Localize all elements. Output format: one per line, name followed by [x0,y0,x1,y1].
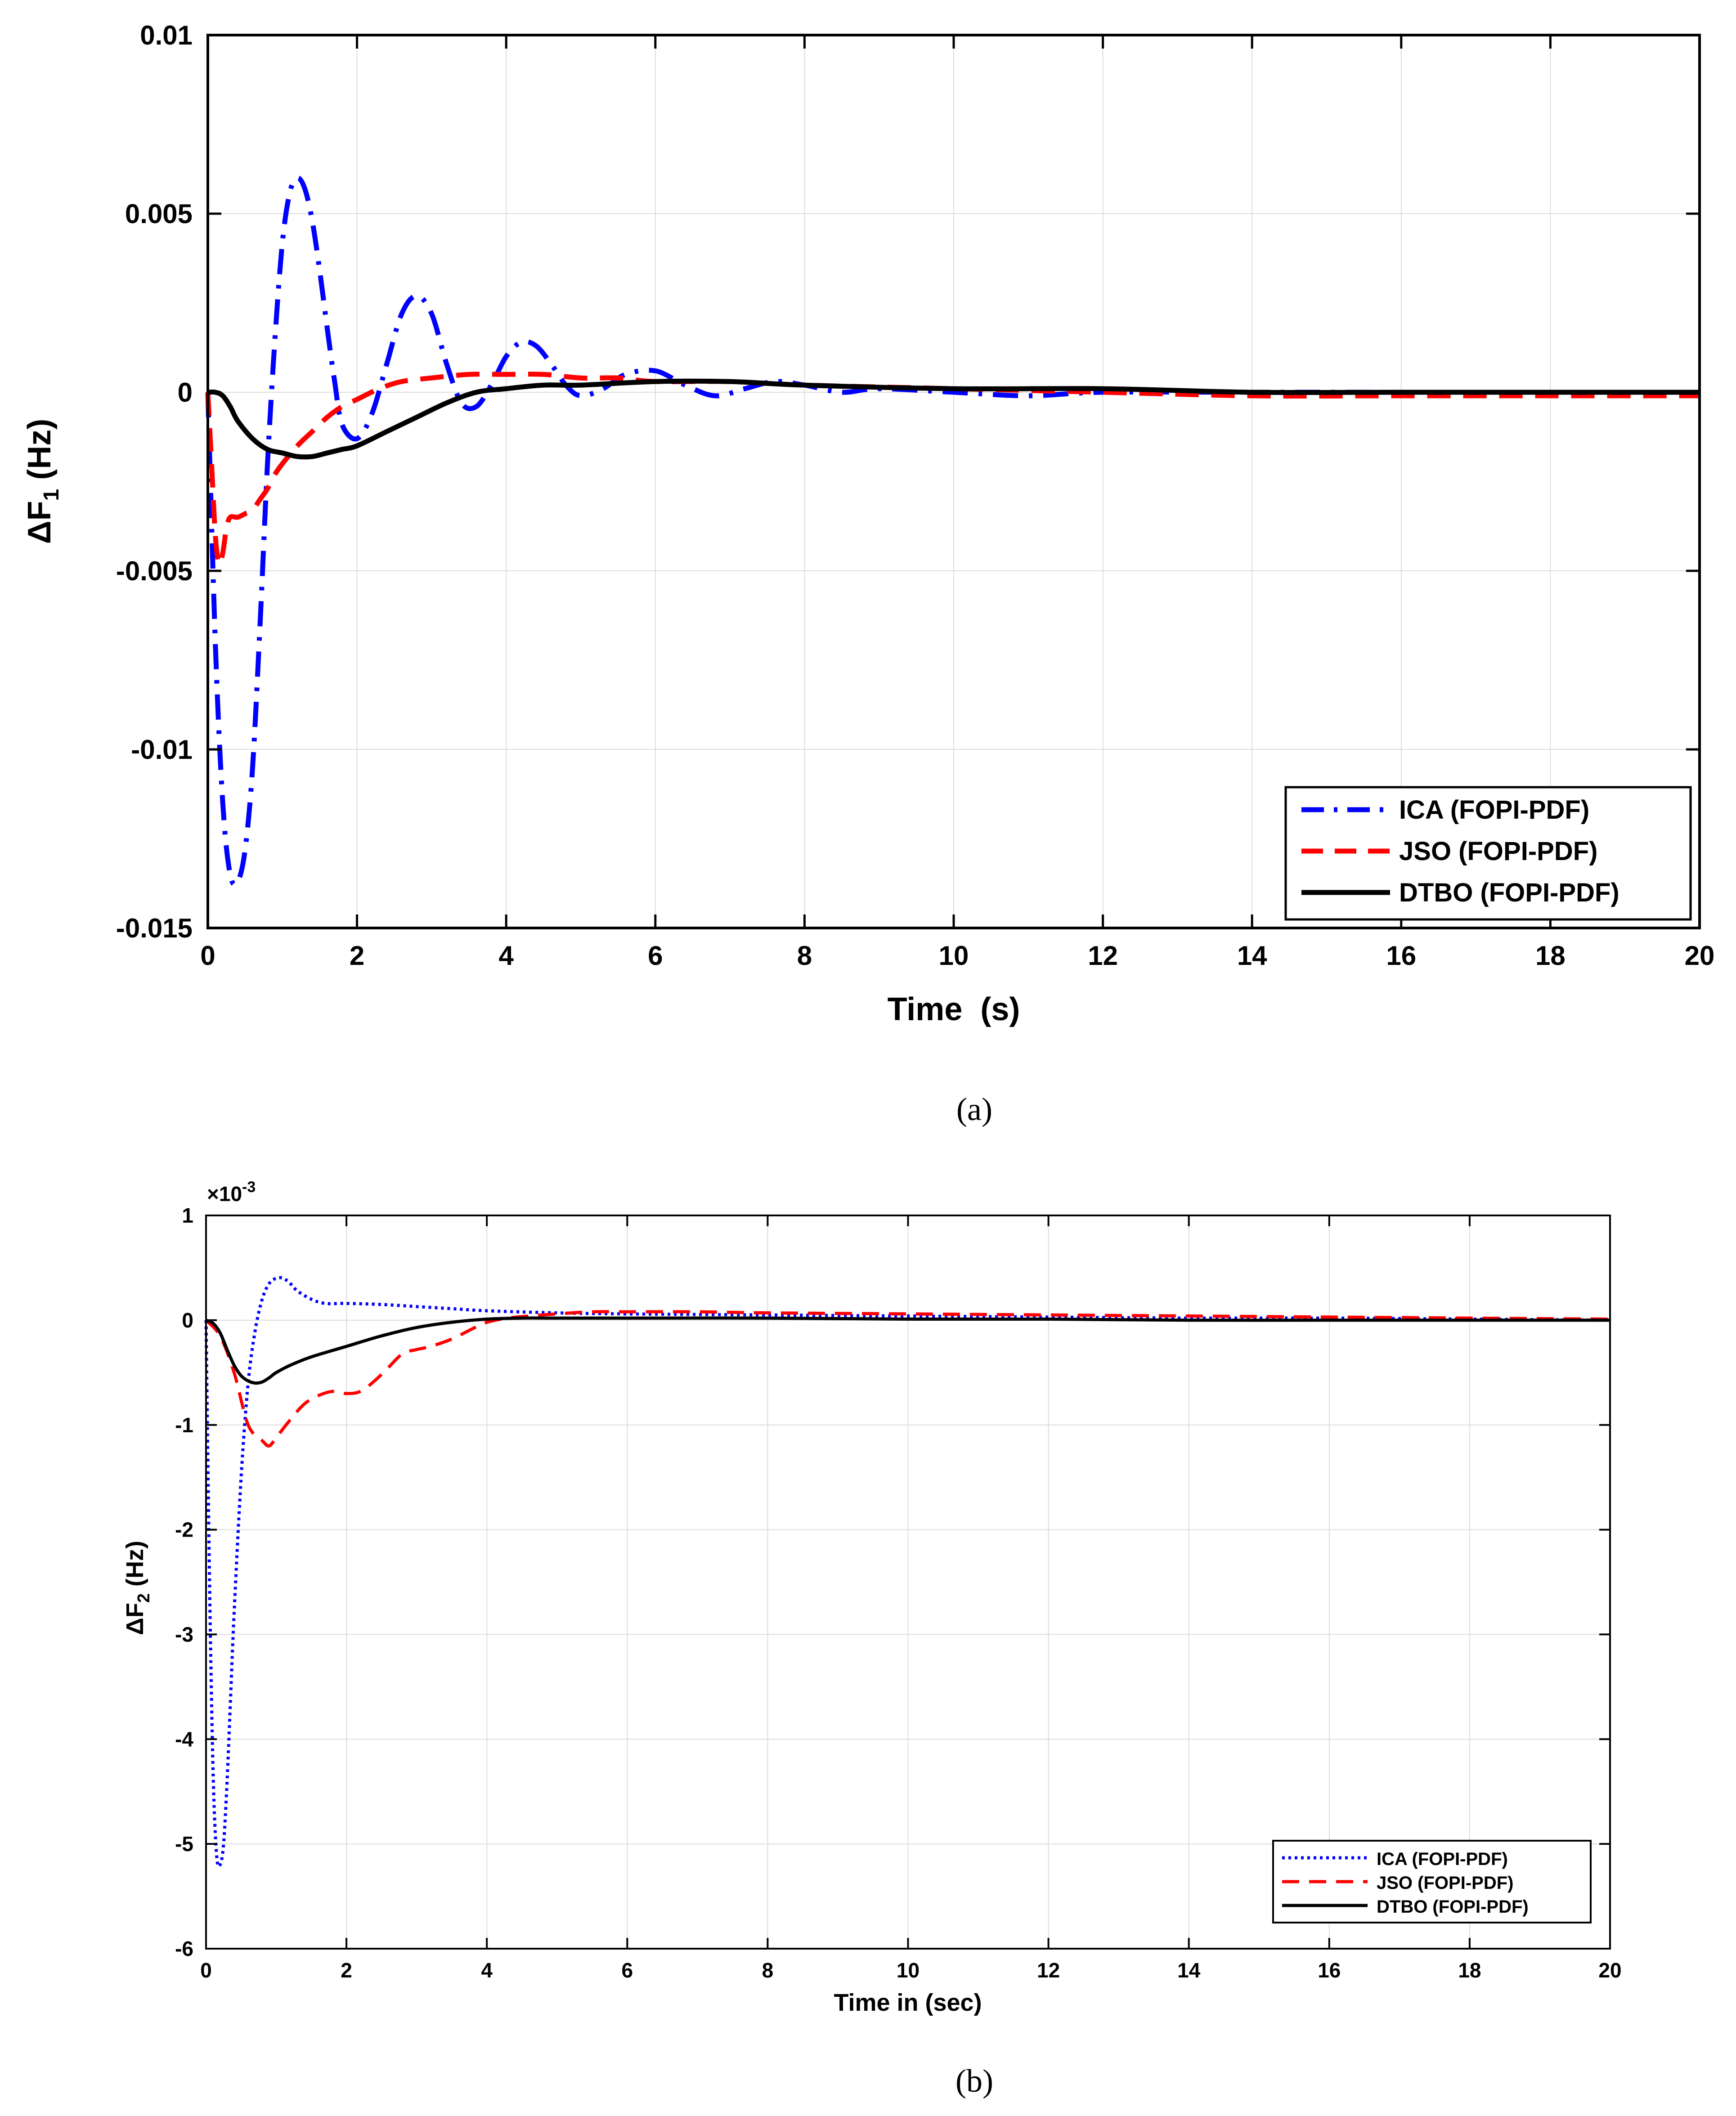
chart-a-series [205,175,1700,887]
chart-b-y-tick-label: 1 [182,1204,193,1227]
chart-a-x-axis-label: Time (s) [888,991,1020,1027]
chart-a-x-tick-label: 10 [939,941,969,971]
chart-a-series-ica [205,175,1700,887]
chart-b-y-tick-label: -1 [175,1413,193,1437]
chart-b-y-tick-label: -4 [175,1727,193,1751]
chart-b-x-tick-label: 10 [897,1959,920,1982]
chart-a: 0 2 4 6 8 10 12 14 16 18 20 -0.015 -0.01 -0.005 0 0.00… [22,20,1714,1127]
chart-a-y-tick-label: 0.005 [125,199,193,229]
legend-a-ica-label: ICA (FOPI-PDF) [1399,795,1589,825]
chart-a-x-tick-label: 20 [1685,941,1715,971]
chart-b-y-tick-label: -6 [175,1937,193,1960]
chart-b-x-tick-label: 20 [1598,1959,1621,1982]
chart-a-x-tick-label: 14 [1237,941,1267,971]
chart-a-y-tick-label: -0.015 [116,913,193,943]
chart-a-y-tick-label: -0.01 [131,735,193,765]
chart-a-grid [208,35,1700,928]
chart-b-y-tick-label: -2 [175,1518,193,1542]
chart-b-exponent-label: ×10-3 [207,1179,256,1206]
chart-b-x-tick-label: 0 [200,1959,212,1982]
chart-a-x-tick-label: 18 [1535,941,1566,971]
chart-b-legend: ICA (FOPI-PDF) JSO (FOPI-PDF) DTBO (FOPI… [1272,1840,1592,1923]
chart-b-series [204,1276,1610,1868]
chart-b-series-ica [204,1276,1610,1868]
chart-a-x-tick-label: 12 [1088,941,1118,971]
chart-a-y-tick-labels: -0.015 -0.01 -0.005 0 0.005 0.01 [116,20,193,943]
chart-b-x-axis-label: Time in (sec) [834,1989,982,2016]
caption-b: (b) [955,2063,993,2099]
chart-b-ticks [205,1215,1611,1950]
chart-a-x-tick-label: 8 [797,941,812,971]
chart-a-y-tick-label: -0.005 [116,556,193,586]
chart-a-x-tick-label: 6 [648,941,663,971]
chart-b-y-axis-label: ΔF2 (Hz) [121,1541,153,1635]
chart-a-x-tick-label: 4 [499,941,514,971]
chart-b-x-tick-label: 18 [1458,1959,1481,1982]
chart-a-series-jso [205,372,1700,567]
chart-b: 0 2 4 6 8 10 12 14 16 18 20 -6 -5 -4 -3 -2 -1 0 1 ×10-3 T… [121,1179,1622,2099]
chart-b-x-tick-label: 14 [1177,1959,1201,1982]
chart-b-x-tick-label: 16 [1318,1959,1341,1982]
chart-a-x-tick-label: 2 [350,941,364,971]
caption-a: (a) [956,1091,992,1127]
chart-a-legend: ICA (FOPI-PDF) JSO (FOPI-PDF) DTBO (FOPI… [1284,786,1692,921]
legend-b-ica-label: ICA (FOPI-PDF) [1377,1849,1508,1869]
chart-a-x-tick-label: 16 [1386,941,1416,971]
chart-b-x-tick-labels: 0 2 4 6 8 10 12 14 16 18 20 [200,1959,1621,1982]
chart-a-x-tick-label: 0 [200,941,215,971]
chart-a-y-tick-label: 0 [178,377,193,408]
chart-b-x-tick-label: 12 [1037,1959,1060,1982]
legend-a-dtbo-label: DTBO (FOPI-PDF) [1399,878,1619,907]
chart-a-series-dtbo [207,378,1700,460]
chart-b-x-tick-label: 8 [762,1959,774,1982]
chart-b-y-tick-label: -5 [175,1832,193,1856]
chart-b-series-jso [205,1310,1610,1448]
chart-a-y-axis-label: ΔF1 (Hz) [22,419,63,544]
chart-b-y-tick-label: -3 [175,1623,193,1646]
chart-b-y-tick-labels: -6 -5 -4 -3 -2 -1 0 1 [175,1204,193,1960]
chart-b-series-dtbo [205,1316,1610,1385]
chart-a-ticks [206,34,1701,929]
chart-b-x-tick-label: 6 [622,1959,633,1982]
chart-b-y-tick-label: 0 [182,1309,193,1332]
chart-a-x-tick-labels: 0 2 4 6 8 10 12 14 16 18 20 [200,941,1714,971]
legend-b-jso-label: JSO (FOPI-PDF) [1377,1873,1513,1893]
chart-b-x-tick-label: 2 [341,1959,352,1982]
legend-b-dtbo-label: DTBO (FOPI-PDF) [1377,1897,1529,1917]
chart-b-x-tick-label: 4 [481,1959,493,1982]
legend-a-jso-label: JSO (FOPI-PDF) [1399,837,1597,866]
chart-a-y-tick-label: 0.01 [140,20,193,50]
